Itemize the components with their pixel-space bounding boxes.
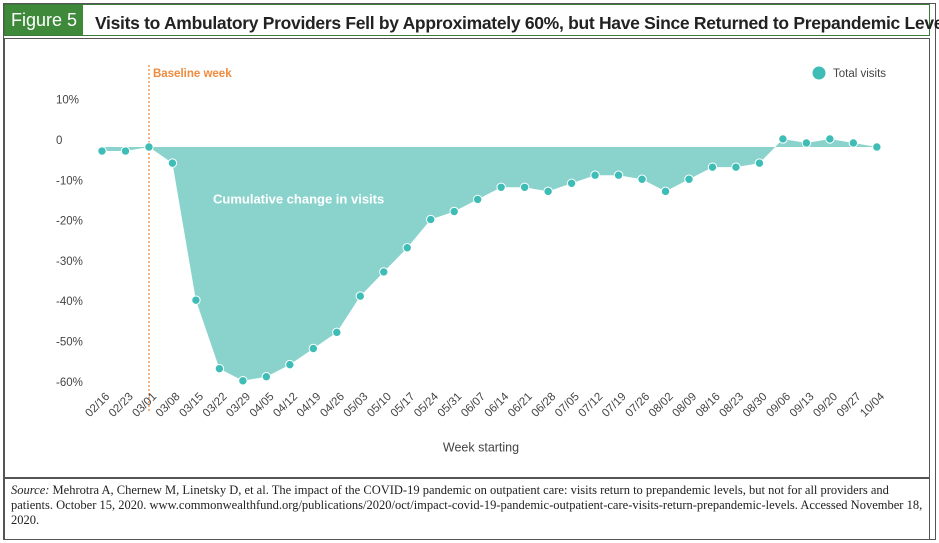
- x-tick-label: 02/16: [83, 391, 112, 420]
- x-tick-label: 08/23: [717, 391, 746, 420]
- x-tick-label: 08/02: [647, 391, 676, 420]
- x-tick-label: 04/26: [318, 391, 347, 420]
- data-point: [472, 194, 483, 205]
- data-point: [778, 134, 788, 144]
- title-text: Visits to Ambulatory Providers Fell by A…: [95, 12, 939, 33]
- x-tick-label: 04/19: [295, 391, 324, 420]
- data-point: [519, 182, 530, 193]
- legend-marker: [812, 66, 826, 80]
- x-tick-label: 07/05: [553, 391, 582, 420]
- data-point: [402, 243, 412, 253]
- figure-header: Figure 5 Visits to Ambulatory Providers …: [4, 4, 939, 36]
- data-point: [355, 291, 365, 301]
- data-point: [707, 162, 718, 172]
- x-tick-label: 07/12: [577, 391, 606, 420]
- y-tick-label: -60%: [56, 377, 83, 389]
- y-tick-label: -50%: [56, 337, 83, 349]
- y-tick-label: -40%: [56, 296, 83, 308]
- data-point: [379, 267, 389, 277]
- x-axis-label: Week starting: [443, 440, 519, 454]
- data-point: [97, 146, 107, 156]
- x-tick-label: 06/28: [530, 391, 559, 420]
- x-tick-label: 08/16: [694, 391, 723, 420]
- y-tick-label: -20%: [56, 216, 83, 228]
- x-tick-label: 05/31: [436, 391, 465, 420]
- x-tick-label: 03/01: [130, 391, 159, 420]
- x-tick-label: 09/27: [835, 391, 864, 420]
- x-tick-label: 06/14: [483, 390, 512, 419]
- data-point: [214, 363, 225, 374]
- data-point: [496, 182, 506, 193]
- x-tick-label: 09/20: [811, 391, 840, 420]
- data-point: [238, 376, 248, 386]
- data-point: [285, 359, 295, 370]
- x-tick-label: 02/23: [107, 391, 136, 420]
- x-tick-label: 03/15: [177, 391, 206, 420]
- data-point: [426, 214, 436, 225]
- x-tick-label: 04/12: [271, 391, 300, 420]
- x-tick-label: 05/17: [389, 391, 418, 420]
- data-point: [754, 158, 765, 168]
- x-tick-label: 07/26: [623, 391, 652, 420]
- data-point: [872, 142, 882, 152]
- source-text: Mehrotra A, Chernew M, Linetsky D, et al…: [11, 483, 923, 527]
- figure-title: Visits to Ambulatory Providers Fell by A…: [95, 5, 939, 38]
- x-tick-label: 10/04: [858, 390, 887, 419]
- baseline-label: Baseline week: [153, 68, 232, 80]
- y-tick-label: 10%: [56, 95, 79, 107]
- legend-label: Total visits: [833, 68, 886, 80]
- source-note: Source: Mehrotra A, Chernew M, Linetsky …: [4, 478, 930, 540]
- data-point: [543, 186, 553, 197]
- data-point: [167, 158, 178, 168]
- x-tick-label: 06/21: [506, 391, 535, 420]
- area-annotation: Cumulative change in visits: [213, 191, 384, 206]
- data-point: [731, 162, 741, 172]
- x-tick-label: 09/06: [764, 391, 793, 420]
- data-point: [332, 327, 342, 338]
- x-tick-label: 08/30: [741, 391, 770, 420]
- figure-label: Figure 5: [5, 5, 83, 35]
- source-label: Source:: [11, 483, 50, 497]
- data-point: [637, 174, 647, 184]
- x-tick-label: 05/10: [365, 391, 394, 420]
- x-tick-label: 04/05: [248, 391, 277, 420]
- data-point: [825, 134, 835, 144]
- area: [102, 138, 877, 381]
- data-point: [613, 170, 624, 180]
- x-tick-label: 06/07: [459, 391, 488, 420]
- x-tick-label: 07/19: [600, 391, 629, 420]
- chart: 10% 0 -10% -20% -30% -40% -50% -60% Baseline wee…: [4, 38, 930, 478]
- data-point: [144, 142, 154, 152]
- x-tick-label: 05/03: [342, 391, 371, 420]
- data-point: [120, 146, 131, 156]
- data-point: [308, 343, 319, 354]
- data-point: [848, 138, 859, 148]
- x-tick-label: 08/09: [670, 391, 699, 420]
- x-tick-label: 09/13: [788, 391, 817, 420]
- data-point: [449, 206, 459, 217]
- y-tick-label: -30%: [56, 256, 83, 268]
- x-tick-label: 03/22: [201, 391, 230, 420]
- x-tick-label: 05/24: [412, 390, 441, 419]
- data-point: [261, 372, 272, 382]
- y-tick-label: 0: [56, 135, 62, 147]
- data-point: [684, 174, 694, 184]
- data-point: [590, 170, 600, 180]
- data-point: [566, 178, 577, 188]
- data-point: [191, 295, 201, 305]
- data-point: [801, 138, 812, 148]
- x-tick-label: 03/08: [154, 391, 183, 420]
- y-tick-label: -10%: [56, 175, 83, 187]
- data-point: [660, 186, 671, 197]
- x-tick-label: 03/29: [224, 391, 253, 420]
